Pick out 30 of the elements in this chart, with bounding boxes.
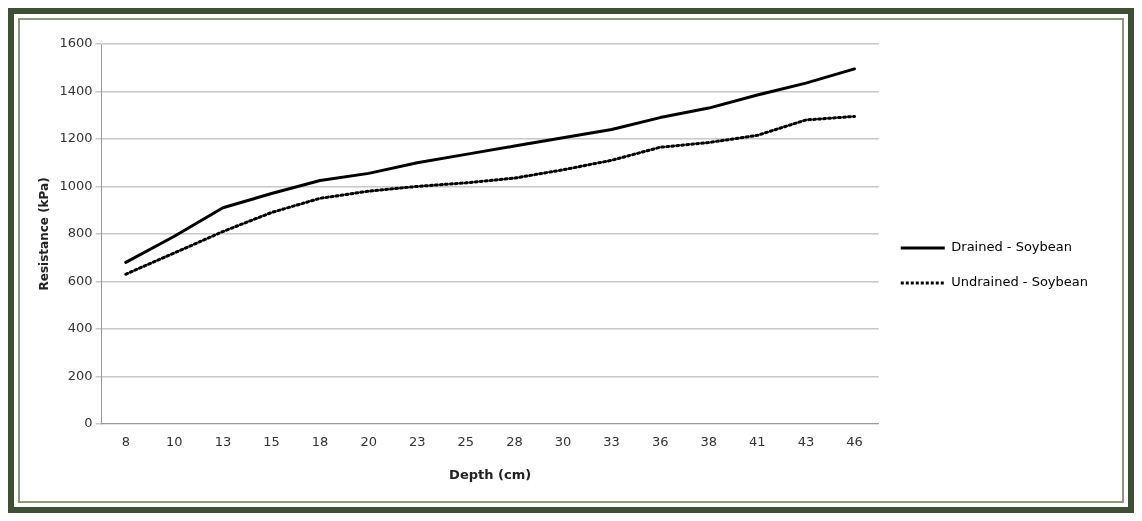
y-tick-label: 1400: [59, 82, 93, 98]
y-tick-label: 1600: [59, 35, 93, 51]
x-tick-label: 38: [700, 433, 718, 449]
x-tick-label: 10: [166, 433, 183, 449]
x-tick-label: 41: [749, 433, 766, 449]
x-tick-label: 13: [214, 433, 232, 449]
y-tick-label: 0: [84, 415, 93, 431]
x-tick-label: 33: [603, 433, 620, 449]
x-tick-label: 30: [554, 433, 572, 449]
x-tick-label: 8: [121, 433, 130, 449]
x-tick-label: 43: [797, 433, 815, 449]
y-tick-label: 600: [67, 272, 93, 288]
x-tick-label: 46: [846, 433, 863, 449]
legend-label: Drained - Soybean: [951, 239, 1073, 255]
x-tick-label: 23: [408, 433, 426, 449]
x-tick-label: 25: [457, 433, 475, 449]
y-tick-label: 1000: [59, 177, 93, 193]
y-tick-label: 800: [67, 225, 93, 241]
legend-label: Undrained - Soybean: [951, 274, 1089, 290]
y-tick-label: 1200: [59, 130, 93, 146]
x-tick-label: 28: [506, 433, 523, 449]
y-tick-label: 200: [67, 367, 93, 383]
x-tick-label: 15: [263, 433, 280, 449]
x-tick-label: 20: [360, 433, 377, 449]
line-series: [124, 114, 856, 276]
x-tick-label: 36: [651, 433, 669, 449]
x-axis-title: Depth (cm): [449, 466, 532, 482]
y-axis-title: Resistance (kPa): [37, 177, 52, 291]
y-tick-label: 400: [67, 320, 93, 336]
x-tick-label: 18: [311, 433, 329, 449]
